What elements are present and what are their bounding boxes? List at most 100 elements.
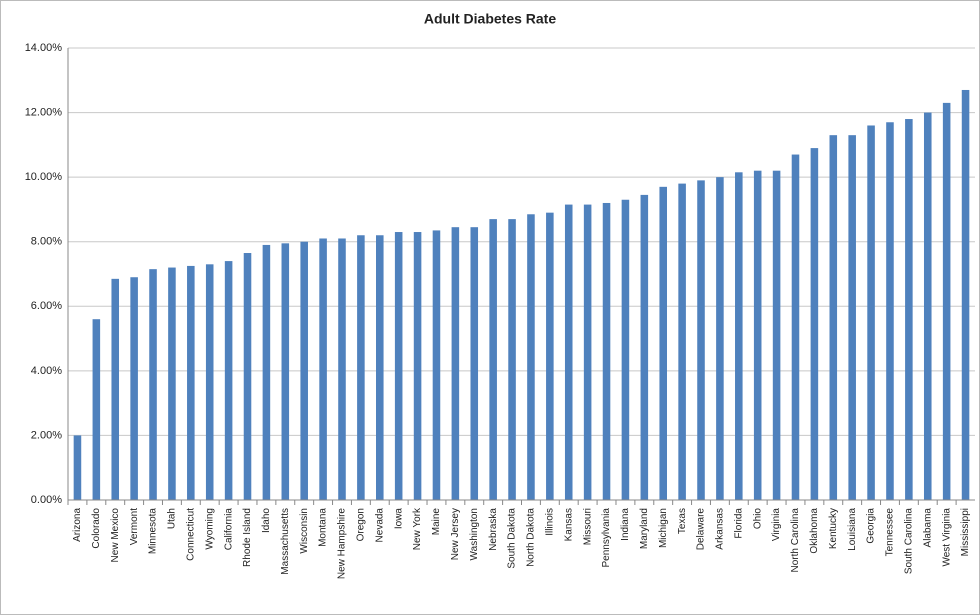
bar bbox=[73, 435, 82, 500]
x-tick-label: Illinois bbox=[544, 508, 555, 536]
x-tick-label: Utah bbox=[167, 508, 178, 529]
x-tick-label: Montana bbox=[318, 508, 329, 547]
x-tick-label: Texas bbox=[677, 508, 688, 534]
bar bbox=[281, 243, 290, 501]
x-tick-label: Arkansas bbox=[715, 508, 726, 550]
x-tick-label: North Carolina bbox=[790, 508, 801, 573]
bar bbox=[149, 269, 157, 500]
x-tick-label: Nevada bbox=[374, 508, 385, 543]
bar bbox=[168, 267, 176, 500]
bar bbox=[923, 112, 932, 501]
bar bbox=[527, 214, 535, 500]
bar bbox=[224, 261, 233, 500]
x-tick-label: New Jersey bbox=[450, 508, 461, 560]
x-tick-label: Colorado bbox=[91, 508, 102, 549]
x-tick-label: Idaho bbox=[261, 508, 272, 533]
x-tick-label: Mississippi bbox=[960, 508, 971, 556]
bar bbox=[735, 172, 743, 501]
bar bbox=[546, 212, 554, 500]
bar bbox=[243, 253, 252, 500]
bar bbox=[338, 238, 346, 500]
bar bbox=[262, 244, 271, 500]
x-tick-label: Oregon bbox=[356, 508, 367, 541]
bar bbox=[716, 177, 724, 500]
x-tick-label: Florida bbox=[733, 508, 744, 539]
bar bbox=[867, 125, 875, 500]
x-tick-label: Oklahoma bbox=[809, 508, 820, 554]
y-tick-label: 12.00% bbox=[25, 106, 63, 118]
chart-title: Adult Diabetes Rate bbox=[424, 11, 556, 27]
x-tick-label: Nebraska bbox=[488, 508, 499, 551]
x-tick-label: Pennsylvania bbox=[601, 508, 612, 568]
bar bbox=[602, 202, 611, 500]
bar bbox=[508, 219, 516, 500]
y-tick-label: 14.00% bbox=[25, 42, 63, 54]
bar bbox=[394, 232, 403, 500]
bar bbox=[810, 148, 819, 501]
y-tick-label: 6.00% bbox=[31, 300, 62, 312]
x-tick-label: Alabama bbox=[922, 508, 933, 548]
x-tick-label: Wisconsin bbox=[299, 508, 310, 554]
bar bbox=[621, 199, 630, 500]
bar bbox=[489, 219, 497, 500]
x-tick-label: Wyoming bbox=[204, 508, 215, 550]
x-tick-label: Connecticut bbox=[185, 508, 196, 561]
x-tick-label: South Carolina bbox=[904, 508, 915, 575]
bar bbox=[886, 122, 894, 500]
x-tick-label: Rhode Island bbox=[242, 508, 253, 567]
x-tick-label: Arizona bbox=[72, 508, 83, 542]
bar bbox=[413, 232, 422, 500]
x-tick-label: Maryland bbox=[639, 508, 650, 549]
bar bbox=[205, 264, 214, 500]
x-tick-label: Maine bbox=[431, 508, 442, 536]
bar bbox=[111, 278, 120, 500]
bar bbox=[130, 277, 138, 500]
x-tick-label: Vermont bbox=[129, 508, 140, 545]
x-tick-label: Louisiana bbox=[847, 508, 858, 551]
bar bbox=[791, 154, 800, 501]
bar bbox=[357, 235, 365, 500]
y-tick-label: 4.00% bbox=[31, 365, 62, 377]
bar bbox=[640, 194, 649, 500]
bar bbox=[659, 186, 667, 501]
bar bbox=[564, 204, 573, 501]
bar bbox=[319, 238, 327, 500]
bar bbox=[470, 227, 479, 500]
x-tick-label: Michigan bbox=[658, 508, 669, 548]
x-tick-label: Minnesota bbox=[148, 508, 159, 555]
bar bbox=[961, 89, 970, 500]
x-tick-label: New York bbox=[412, 507, 423, 550]
bar bbox=[848, 135, 856, 500]
y-tick-label: 10.00% bbox=[25, 171, 63, 183]
bar bbox=[432, 230, 441, 500]
bar bbox=[451, 227, 460, 500]
x-tick-label: California bbox=[223, 508, 234, 551]
x-tick-label: West Virginia bbox=[941, 508, 952, 567]
x-tick-label: South Dakota bbox=[507, 508, 518, 569]
x-tick-label: Kansas bbox=[563, 508, 574, 541]
y-tick-label: 0.00% bbox=[31, 494, 62, 506]
bar bbox=[583, 204, 592, 501]
x-tick-label: New Mexico bbox=[110, 508, 121, 563]
bar bbox=[753, 170, 762, 500]
x-tick-label: Virginia bbox=[771, 508, 782, 542]
x-tick-label: Delaware bbox=[696, 508, 707, 551]
y-tick-label: 2.00% bbox=[31, 429, 62, 441]
x-tick-label: Kentucky bbox=[828, 508, 839, 549]
bar bbox=[92, 319, 101, 500]
x-tick-label: Ohio bbox=[752, 508, 763, 530]
x-tick-label: Missouri bbox=[582, 508, 593, 545]
bar bbox=[678, 183, 686, 500]
x-tick-label: North Dakota bbox=[526, 508, 537, 567]
bar bbox=[905, 119, 913, 501]
x-tick-label: Tennessee bbox=[885, 508, 896, 557]
x-tick-label: New Hampshire bbox=[337, 508, 348, 580]
bar bbox=[187, 265, 195, 500]
x-tick-label: Georgia bbox=[866, 508, 877, 544]
x-tick-label: Indiana bbox=[620, 508, 631, 541]
x-tick-label: Massachusetts bbox=[280, 508, 291, 575]
bar bbox=[697, 180, 705, 500]
y-tick-label: 8.00% bbox=[31, 236, 62, 248]
